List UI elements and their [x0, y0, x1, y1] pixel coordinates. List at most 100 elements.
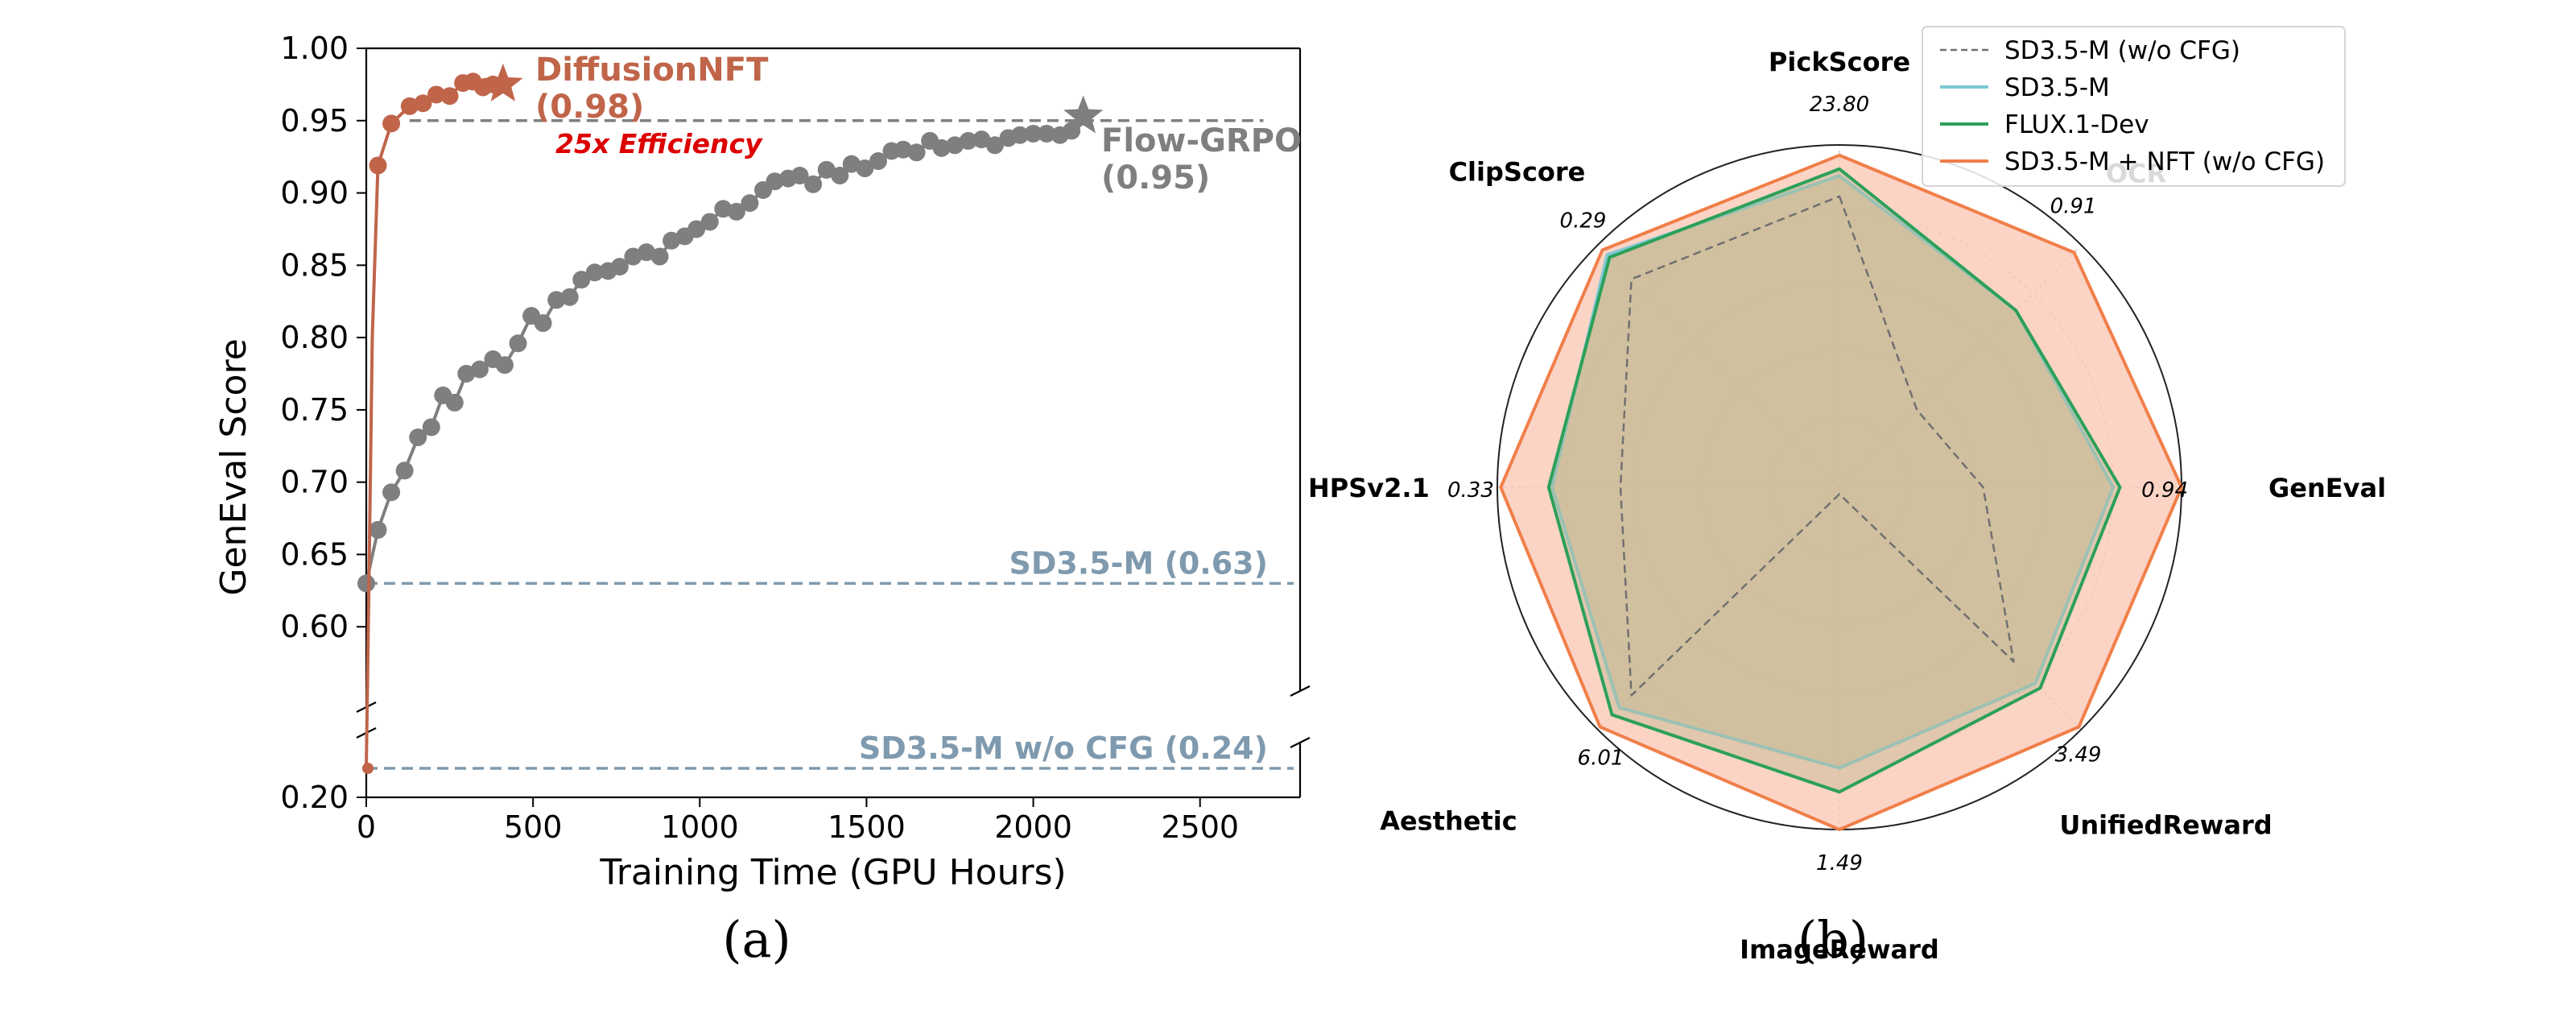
radar-series-3	[1499, 153, 2183, 831]
y-tick-label: 0.60	[280, 609, 349, 644]
data-point	[369, 156, 387, 175]
panel-a-line-chart: 0 500 1000 1500 2000 2500 0.60 0.65 0.70 0.75 0.80…	[213, 31, 1311, 969]
y-tick-label: 0.70	[280, 465, 349, 500]
data-point	[610, 258, 629, 276]
panel-b-radar-chart: PickScore23.80OCR0.91GenEval0.94UnifiedR…	[1308, 26, 2386, 969]
legend-entry-label: SD3.5-M	[2004, 73, 2110, 102]
data-point	[687, 220, 706, 238]
panel-b-caption: (b)	[1798, 910, 1868, 969]
data-point	[495, 356, 514, 375]
radar-axis-label: GenEval	[2268, 473, 2386, 503]
data-point	[1011, 126, 1029, 144]
reference-line-label: SD3.5-M (0.63)	[1009, 545, 1268, 581]
data-point	[427, 85, 445, 104]
x-axis-label: Training Time (GPU Hours)	[599, 852, 1066, 893]
data-point	[985, 136, 1004, 155]
data-point	[842, 155, 861, 173]
radar-axis-max-value: 6.01	[1578, 747, 1624, 771]
data-point	[869, 152, 887, 171]
reference-line-label: SD3.5-M w/o CFG (0.24)	[859, 730, 1268, 766]
legend-entry-label: FLUX.1-Dev	[2004, 110, 2149, 139]
y-tick-label: 1.00	[280, 31, 349, 66]
data-point	[741, 194, 759, 213]
data-point	[414, 94, 432, 113]
radar-axis-max-value: 0.91	[2050, 194, 2097, 218]
data-point	[856, 159, 874, 178]
series-label-flow-grpo: Flow-GRPO	[1101, 122, 1302, 159]
radar-axis-max-value: 3.49	[2055, 743, 2102, 768]
radar-axis-max-value: 0.33	[1447, 478, 1494, 503]
data-point	[362, 763, 374, 774]
radar-axis-label: Aesthetic	[1380, 806, 1517, 837]
data-point	[357, 574, 375, 593]
y-tick-label: 0.80	[280, 320, 349, 355]
data-point	[638, 243, 655, 262]
radar-axis-label: PickScore	[1769, 47, 1910, 77]
data-point	[409, 428, 427, 447]
axis-break-mark-upper-right	[1290, 685, 1311, 697]
data-point	[946, 136, 964, 155]
data-point	[470, 360, 489, 379]
data-point	[650, 247, 669, 266]
data-point	[972, 130, 991, 149]
data-point	[400, 97, 419, 115]
y-tick-label: 0.95	[280, 103, 349, 139]
data-point	[714, 200, 733, 218]
panel-a-caption: (a)	[722, 910, 791, 969]
radar-axis-label: ImageReward	[1740, 934, 1939, 965]
data-point	[1024, 124, 1042, 143]
x-tick-label: 500	[504, 809, 563, 845]
endpoint-star	[483, 63, 523, 101]
radar-axis-label: HPSv2.1	[1308, 473, 1430, 503]
radar-series-0	[1619, 195, 2015, 697]
legend-entry-label: SD3.5-M + NFT (w/o CFG)	[2004, 147, 2325, 176]
y-tick-label: 0.85	[280, 247, 349, 283]
data-point	[440, 87, 459, 106]
radar-axis-max-value: 1.49	[1816, 851, 1863, 875]
data-point	[457, 365, 476, 383]
data-point	[894, 140, 912, 159]
data-point	[560, 288, 579, 306]
y-tick-label: 0.75	[280, 392, 349, 428]
y-tick-label: 0.65	[280, 536, 349, 572]
data-point	[422, 418, 440, 437]
x-tick-label: 2000	[994, 809, 1072, 845]
radar-series-2	[1546, 167, 2122, 794]
x-tick-label: 1500	[828, 809, 906, 845]
data-point	[395, 461, 414, 480]
y-axis-label: GenEval Score	[213, 338, 254, 595]
x-tick-label: 0	[357, 809, 376, 845]
data-point	[369, 520, 387, 539]
radar-axis-label: UnifiedReward	[2059, 810, 2272, 841]
axis-break-mark-lower-right	[1290, 737, 1311, 748]
efficiency-annotation: 25x Efficiency	[555, 128, 763, 159]
data-point	[817, 160, 836, 179]
data-point	[1038, 124, 1056, 143]
data-point	[727, 202, 745, 221]
radar-axis-max-value: 23.80	[1810, 93, 1869, 117]
data-point	[766, 172, 784, 191]
data-point	[534, 314, 552, 333]
y-tick-label: 0.20	[280, 780, 349, 815]
series-line-flow-grpo	[365, 115, 1085, 584]
data-point	[932, 139, 951, 157]
y-tick-label: 0.90	[280, 176, 349, 211]
data-point	[382, 114, 401, 133]
data-point	[959, 131, 977, 150]
series-label-diffusionnft: DiffusionNFT	[535, 52, 769, 89]
data-point	[547, 291, 566, 309]
data-point	[445, 393, 464, 412]
radar-axis-label: ClipScore	[1449, 156, 1586, 187]
legend-entry-label: SD3.5-M (w/o CFG)	[2004, 36, 2240, 65]
series-value-flow-grpo: (0.95)	[1101, 159, 1210, 197]
data-point	[585, 263, 604, 282]
radar-axis-max-value: 0.94	[2141, 478, 2188, 503]
legend-box	[1922, 26, 2346, 187]
data-point	[907, 143, 926, 162]
data-point	[831, 167, 849, 185]
data-point	[791, 167, 809, 185]
x-tick-label: 2500	[1161, 809, 1239, 845]
data-point	[804, 175, 823, 193]
